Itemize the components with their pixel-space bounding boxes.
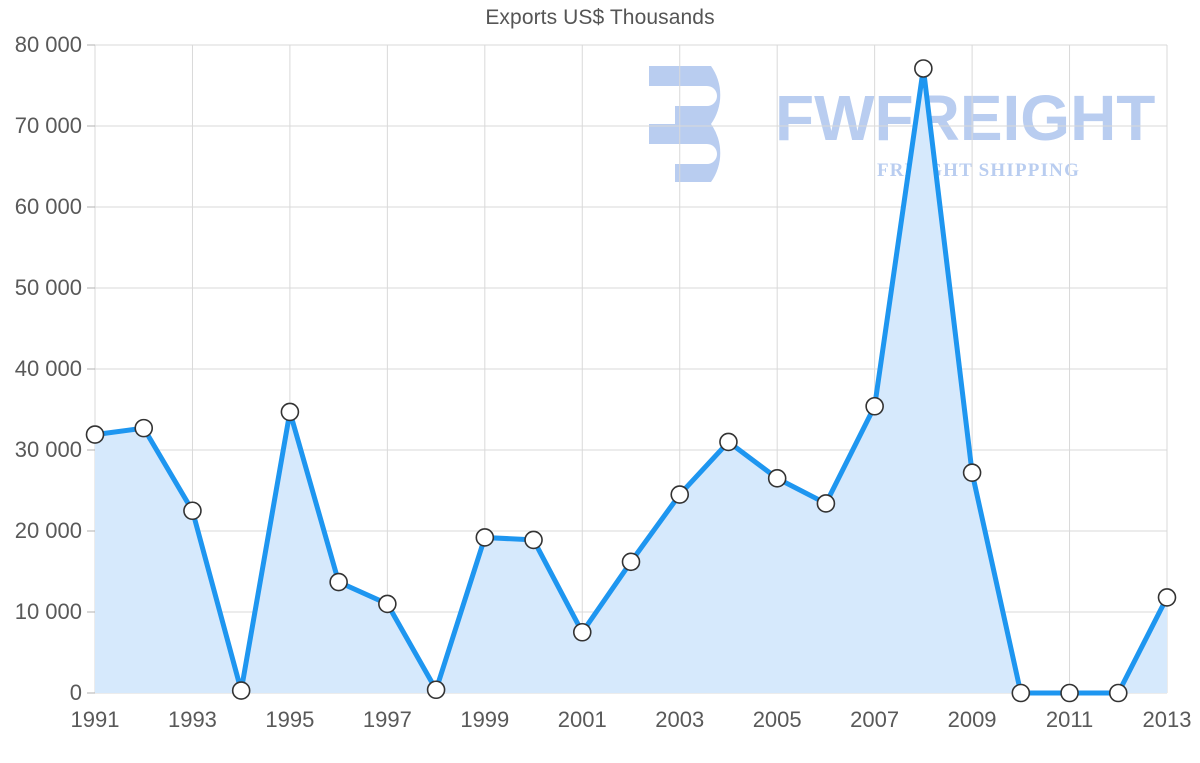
data-point-marker[interactable]: 2009: 27200 xyxy=(962,463,982,482)
x-axis-tick-label: 2003 xyxy=(655,707,705,732)
data-point-marker[interactable]: 1995: 34700 xyxy=(280,402,300,422)
x-axis-tick-label: 1997 xyxy=(362,707,412,732)
y-axis-tick-label: 40 000 xyxy=(14,356,82,381)
data-point-marker[interactable]: 2011: 0 xyxy=(1060,683,1079,703)
data-point-marker[interactable]: 1991: 31900 xyxy=(85,425,105,444)
y-axis-tick-label: 50 000 xyxy=(14,275,82,300)
data-point-marker[interactable]: 1999: 19200 xyxy=(475,528,495,547)
x-axis-tick-label: 2001 xyxy=(557,707,607,732)
y-axis-tick-label: 70 000 xyxy=(14,113,82,138)
y-axis-tick-label: 20 000 xyxy=(14,518,82,543)
data-point-marker[interactable]: 2013: 11800 xyxy=(1157,588,1177,607)
data-point-marker[interactable]: 2001: 7500 xyxy=(572,622,592,642)
data-point-marker[interactable]: 1993: 22500 xyxy=(183,501,202,521)
axis-lines xyxy=(87,44,1168,694)
data-point-marker[interactable]: 2012: 0 xyxy=(1108,683,1128,703)
data-point-marker[interactable]: 1992: 32700 xyxy=(134,418,154,438)
data-point-marker[interactable]: 1997: 11000 xyxy=(378,594,397,614)
data-point-markers: 1991: 31900 1992: 32700 1993: 22500 1994: 3… xyxy=(85,59,1177,703)
x-axis-tick-label: 2013 xyxy=(1142,707,1192,732)
y-axis-tick-label: 60 000 xyxy=(14,194,82,219)
data-point-marker[interactable]: 2004: 31000 xyxy=(719,432,738,452)
data-point-marker[interactable]: 2003: 24500 xyxy=(670,485,690,504)
y-axis-tick-label: 80 000 xyxy=(14,32,82,57)
chart-title: Exports US$ Thousands xyxy=(485,6,715,29)
x-axis-tick-label: 1991 xyxy=(70,707,120,732)
data-point-marker[interactable]: 2002: 16200 xyxy=(621,552,641,572)
x-axis-tick-label: 1993 xyxy=(167,707,217,732)
x-axis-tick-label: 2007 xyxy=(850,707,900,732)
data-point-marker[interactable]: 2006: 23400 xyxy=(816,494,836,513)
data-point-marker[interactable]: 1994: 300 xyxy=(231,681,251,700)
data-point-marker[interactable]: 2007: 35400 xyxy=(865,396,884,416)
data-point-marker[interactable]: 2008: 77100 xyxy=(914,59,933,78)
x-axis-tick-label: 2009 xyxy=(947,707,997,732)
area-fill xyxy=(95,68,1167,694)
x-axis-tick-label: 1995 xyxy=(265,707,315,732)
data-point-marker[interactable]: 1998: 400 xyxy=(426,680,446,700)
x-axis-tick-label: 1999 xyxy=(460,707,510,732)
y-axis-tick-label: 30 000 xyxy=(14,437,82,462)
y-axis-tick-label: 10 000 xyxy=(14,599,82,624)
data-point-marker[interactable]: 2010: 0 xyxy=(1011,683,1031,703)
y-axis-tick-label: 0 xyxy=(69,680,82,705)
x-axis-tick-label: 2005 xyxy=(752,707,802,732)
x-axis-tick-label: 2011 xyxy=(1045,707,1094,732)
data-point-marker[interactable]: 1996: 13700 xyxy=(329,572,348,592)
data-point-marker[interactable]: 2005: 26500 xyxy=(767,469,787,488)
